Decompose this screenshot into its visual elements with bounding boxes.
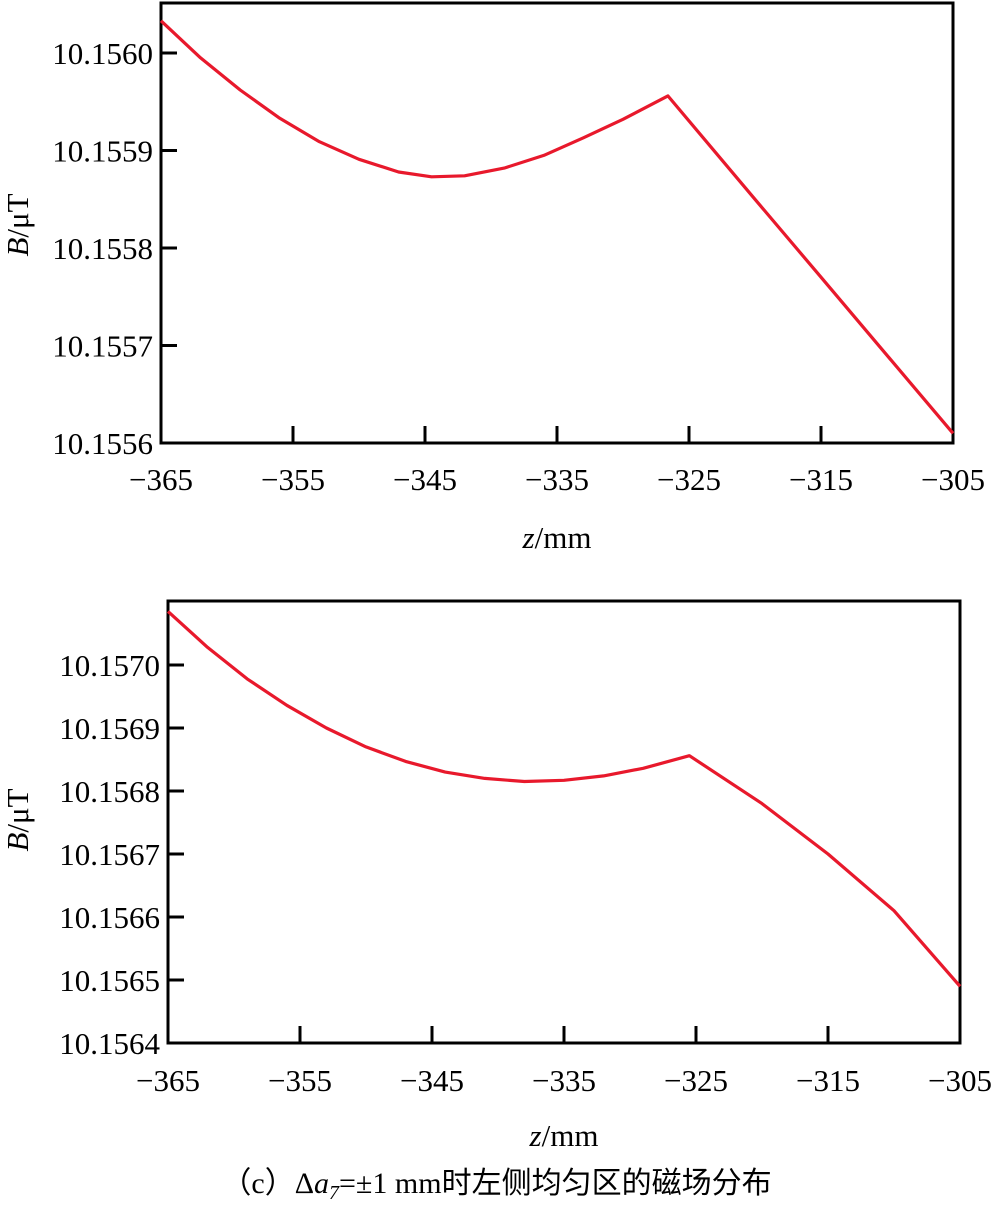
chart-top: −365 −355 −345 −335 −325 −315 −305 10.1560 10.15… <box>0 1 985 555</box>
x-tick-label: −365 <box>129 462 193 497</box>
y-tick-label: 10.1565 <box>59 963 160 998</box>
y-tick-label: 10.1564 <box>59 1026 160 1061</box>
y-tick-label: 10.1569 <box>59 711 160 746</box>
x-tick-label: −335 <box>532 1063 596 1098</box>
y-tick-label: 10.1568 <box>59 774 160 809</box>
x-tick-label: −335 <box>525 462 589 497</box>
plot-frame <box>166 599 962 1045</box>
data-line <box>159 19 955 435</box>
caption-text: =±1 mm时左侧均匀区的磁场分布 <box>339 1167 772 1200</box>
x-tick-label: −355 <box>261 462 325 497</box>
y-tick-label: 10.1556 <box>52 426 153 461</box>
x-tick-label: −355 <box>268 1063 332 1098</box>
y-axis-title: B/μT <box>0 193 35 256</box>
x-tick-label: −345 <box>400 1063 464 1098</box>
x-tick-label: −325 <box>664 1063 728 1098</box>
y-tick-label: 10.1570 <box>59 648 160 683</box>
x-tick-label: −325 <box>657 462 721 497</box>
chart-bottom: −365 −355 −345 −335 −325 −315 −305 10.1570 10.15… <box>0 599 992 1153</box>
caption-variable: a <box>314 1167 330 1200</box>
x-tick-label: −305 <box>921 462 985 497</box>
y-tick-label: 10.1559 <box>52 134 153 169</box>
x-tick-label: −315 <box>796 1063 860 1098</box>
x-tick-label: −305 <box>928 1063 992 1098</box>
x-tick-label: −315 <box>789 462 853 497</box>
x-tick-label: −345 <box>393 462 457 497</box>
caption-subscript: 7 <box>329 1182 340 1204</box>
y-tick-label: 10.1567 <box>59 837 160 872</box>
y-tick-label: 10.1566 <box>59 900 160 935</box>
x-axis-title: z/mm <box>522 520 592 555</box>
y-axis-title: B/μT <box>0 788 35 851</box>
y-tick-label: 10.1560 <box>52 36 153 71</box>
x-tick-label: −365 <box>136 1063 200 1098</box>
y-tick-label: 10.1557 <box>52 329 153 364</box>
x-axis-title: z/mm <box>529 1118 599 1153</box>
y-tick-label: 10.1558 <box>52 231 153 266</box>
plot-frame <box>159 1 955 445</box>
data-line <box>166 610 962 988</box>
figure-caption: （c）Δa7=±1 mm时左侧均匀区的磁场分布 <box>0 1158 993 1205</box>
caption-prefix: （c）Δ <box>221 1167 315 1200</box>
